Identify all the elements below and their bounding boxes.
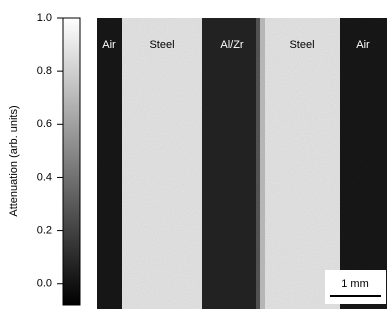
figure: Air Steel Al/Zr Steel Air 1 mm Attenuati… (0, 0, 387, 309)
region-alzr (202, 18, 258, 309)
colorbar-tick-label: 0.0 (37, 278, 52, 290)
region-label: Steel (289, 39, 314, 51)
scale-bar-label: 1 mm (341, 278, 369, 290)
colorbar-tick-label: 0.4 (37, 171, 52, 183)
colorbar-tick-label: 0.6 (37, 118, 52, 130)
region-air (97, 18, 122, 309)
colorbar-tick-label: 1.0 (37, 12, 52, 24)
region-label: Air (102, 39, 116, 51)
region-label: Al/Zr (220, 39, 244, 51)
region-steel (265, 18, 340, 309)
region-label: Air (356, 39, 370, 51)
colorbar-label: Attenuation (arb. units) (8, 105, 20, 216)
region-steel (122, 18, 202, 309)
region-air (340, 18, 387, 309)
colorbar-tick-label: 0.2 (37, 224, 52, 236)
colorbar-tick-label: 0.8 (37, 65, 52, 77)
scale-bar: 1 mm (325, 270, 386, 304)
region-label: Steel (149, 39, 174, 51)
edge (256, 18, 260, 309)
edge (260, 18, 265, 309)
colorbar (63, 18, 80, 305)
ct-image (97, 18, 387, 309)
